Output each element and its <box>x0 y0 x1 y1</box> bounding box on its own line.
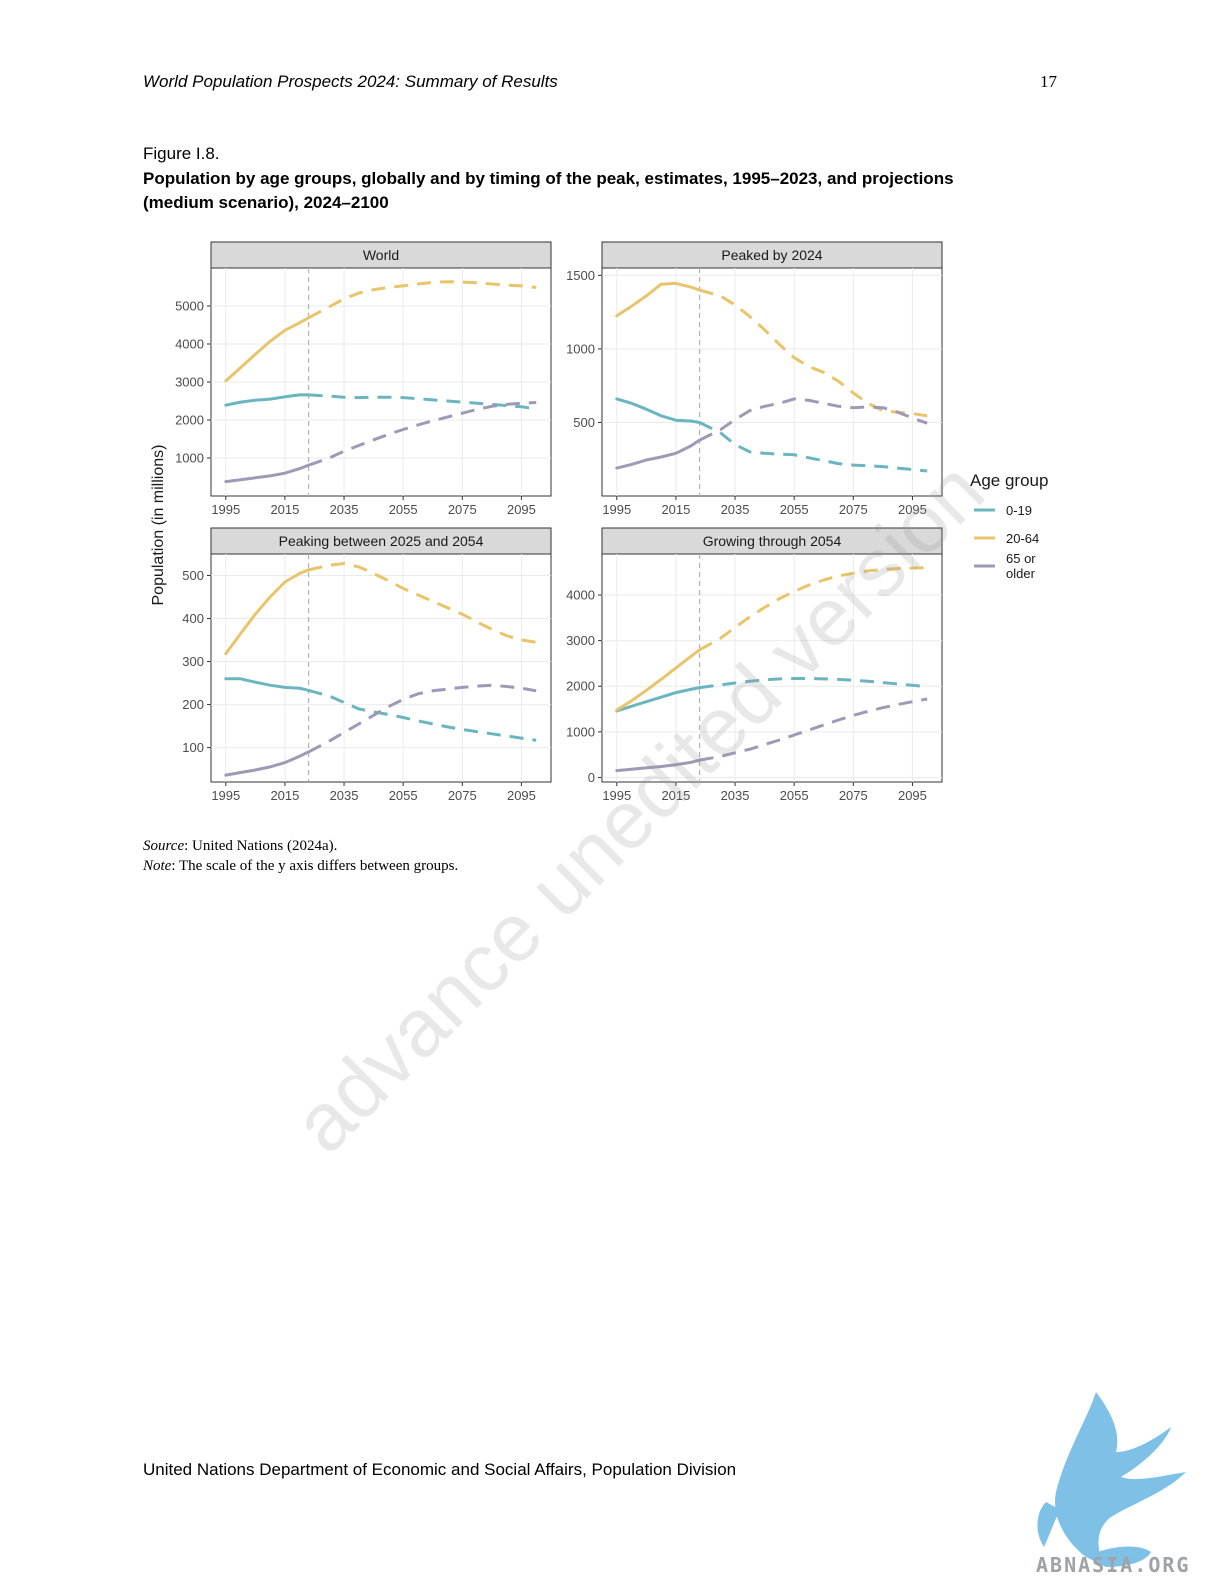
source-line: Source: United Nations (2024a). <box>143 836 458 856</box>
x-tick-label: 2075 <box>839 502 868 517</box>
series-line-estimate <box>615 397 702 424</box>
figure-title: Population by age groups, globally and b… <box>143 169 954 212</box>
series-line-projection <box>698 421 928 473</box>
y-axis-label: Population (in millions) <box>150 445 167 606</box>
series-line-estimate <box>615 686 702 713</box>
x-tick-label: 1995 <box>602 502 631 517</box>
y-tick-label: 1000 <box>566 724 595 739</box>
series-line-projection <box>308 401 537 467</box>
y-tick-label: 500 <box>182 568 204 583</box>
panel-plot-area <box>601 553 943 783</box>
griffin-logo-icon <box>1037 1392 1186 1567</box>
x-tick-label: 2095 <box>898 788 927 803</box>
x-tick-label: 2015 <box>661 788 690 803</box>
series-line-estimate <box>615 438 702 470</box>
x-tick-label: 2095 <box>898 502 927 517</box>
y-tick-label: 1000 <box>175 451 204 466</box>
x-tick-label: 2035 <box>330 502 359 517</box>
y-tick-label: 4000 <box>566 588 595 603</box>
note-line: Note: The scale of the y axis differs be… <box>143 856 458 876</box>
y-tick-label: 300 <box>182 654 204 669</box>
source-text: : United Nations (2024a). <box>184 838 338 854</box>
x-tick-label: 2015 <box>270 502 299 517</box>
panel-strip <box>210 241 552 269</box>
panel-title: Peaking between 2025 and 2054 <box>279 533 484 549</box>
x-tick-label: 2035 <box>721 788 750 803</box>
series-line-estimate <box>224 750 311 777</box>
x-tick-label: 2095 <box>507 502 536 517</box>
x-tick-label: 2055 <box>389 502 418 517</box>
series-line-estimate <box>615 648 702 712</box>
panel-plot-area <box>601 267 943 497</box>
series-line-projection <box>699 677 928 690</box>
y-tick-label: 500 <box>573 415 595 430</box>
series-line-projection <box>308 393 537 411</box>
y-tick-label: 3000 <box>566 633 595 648</box>
panel-strip <box>210 527 552 555</box>
source-label: Source <box>143 838 185 854</box>
series-line-projection <box>307 280 537 320</box>
series-line-estimate <box>224 463 311 484</box>
y-tick-label: 100 <box>182 740 204 755</box>
legend-label: 65 or older <box>1006 551 1036 581</box>
panel-title: Growing through 2054 <box>703 533 842 549</box>
series-line-estimate <box>224 393 311 407</box>
x-tick-label: 2035 <box>330 788 359 803</box>
x-tick-label: 2075 <box>839 788 868 803</box>
y-tick-label: 1500 <box>566 268 595 283</box>
footer-text: United Nations Department of Economic an… <box>143 1460 737 1479</box>
y-tick-label: 4000 <box>175 337 204 352</box>
series-line-estimate <box>224 677 311 692</box>
figure-label: Figure I.8. <box>143 144 220 163</box>
legend-label: 20-64 <box>1006 531 1039 546</box>
series-line-estimate <box>615 281 702 318</box>
x-tick-label: 2075 <box>448 502 477 517</box>
x-tick-label: 2055 <box>780 788 809 803</box>
page-number: 17 <box>1040 72 1057 91</box>
x-tick-label: 2035 <box>721 502 750 517</box>
y-tick-label: 200 <box>182 697 204 712</box>
y-tick-label: 3000 <box>175 375 204 390</box>
series-line-estimate <box>224 568 311 656</box>
x-tick-label: 2015 <box>661 502 690 517</box>
running-title: World Population Prospects 2024: Summary… <box>143 72 558 91</box>
series-line-estimate <box>615 758 702 773</box>
y-tick-label: 5000 <box>175 299 204 314</box>
series-line-projection <box>699 288 928 418</box>
x-tick-label: 2095 <box>507 788 536 803</box>
x-tick-label: 2055 <box>389 788 418 803</box>
series-line-projection <box>308 562 537 644</box>
figure-notes: Source: United Nations (2024a). Note: Th… <box>143 836 458 876</box>
legend-title: Age group <box>970 471 1048 490</box>
x-tick-label: 2015 <box>270 788 299 803</box>
series-line-estimate <box>224 316 311 383</box>
y-tick-label: 2000 <box>566 679 595 694</box>
y-tick-label: 0 <box>588 770 595 785</box>
x-tick-label: 2055 <box>780 502 809 517</box>
panel-title: World <box>363 247 399 263</box>
note-text: : The scale of the y axis differs betwee… <box>171 858 459 874</box>
y-tick-label: 2000 <box>175 413 204 428</box>
y-tick-label: 400 <box>182 611 204 626</box>
legend-label: 0-19 <box>1006 503 1032 518</box>
x-tick-label: 1995 <box>211 788 240 803</box>
series-line-projection <box>307 683 537 754</box>
series-line-projection <box>698 566 928 652</box>
y-tick-label: 1000 <box>566 341 595 356</box>
panel-title: Peaked by 2024 <box>721 247 822 263</box>
logo-text: ABNASIA.ORG <box>1036 1553 1191 1577</box>
x-tick-label: 1995 <box>211 502 240 517</box>
x-tick-label: 2075 <box>448 788 477 803</box>
series-line-projection <box>698 397 928 442</box>
series-line-projection <box>308 688 537 742</box>
panel-plot-area <box>210 553 552 783</box>
note-label: Note <box>143 858 172 874</box>
series-line-projection <box>699 697 928 762</box>
x-tick-label: 1995 <box>602 788 631 803</box>
